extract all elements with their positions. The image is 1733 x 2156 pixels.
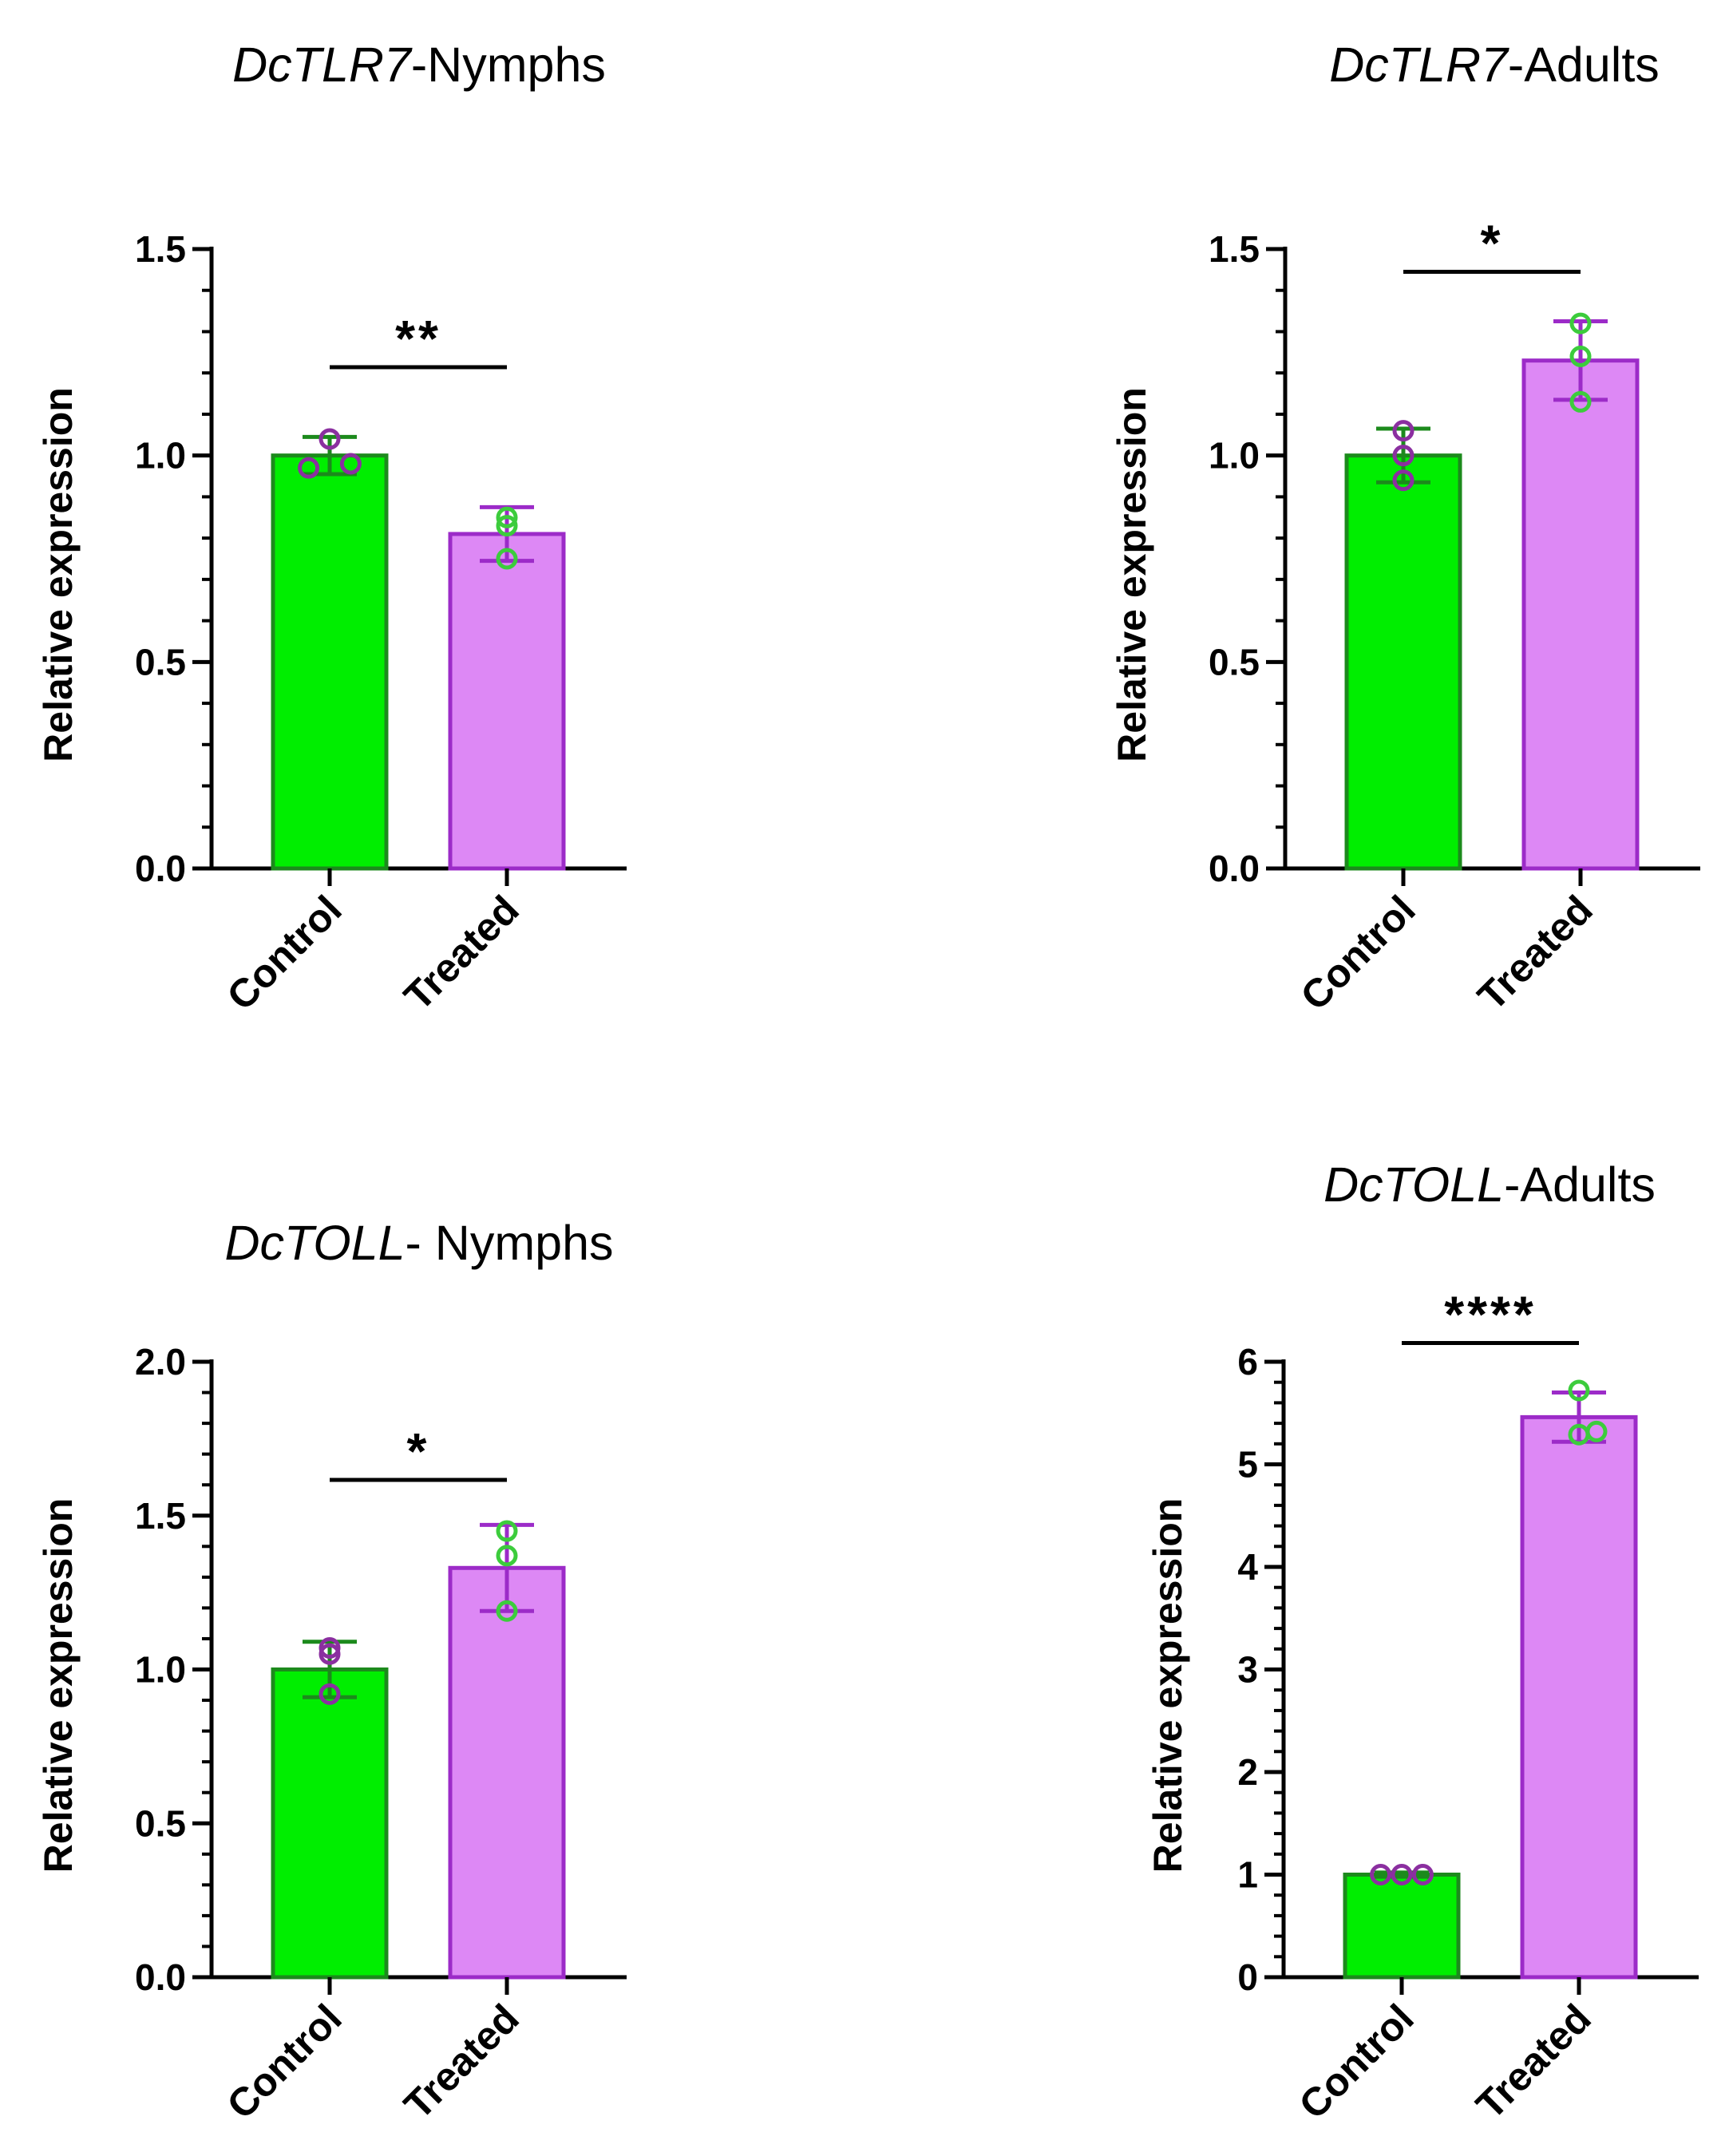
chart-title-suffix: -Nymphs	[411, 38, 606, 92]
significance-label: **	[395, 310, 441, 367]
data-point	[319, 428, 341, 450]
y-tick-label: 1.5	[135, 228, 186, 270]
chart-title-suffix: - Nymphs	[406, 1216, 614, 1270]
significance-label: *	[407, 1422, 430, 1480]
data-point	[1370, 1864, 1392, 1885]
y-tick-label: 6	[1237, 1341, 1258, 1383]
data-point	[496, 506, 518, 528]
data-point	[1585, 1420, 1608, 1442]
chart-panel-4: DcTOLL-Adults Relative expression 0 1 2 3 4 5 6 C…	[1145, 1157, 1699, 2128]
chart-title: DcTLR7-Nymphs	[232, 38, 606, 92]
bar-treated	[1521, 358, 1640, 871]
bar-control	[271, 1667, 389, 1980]
chart-title: DcTOLL- Nymphs	[225, 1216, 614, 1270]
bar-treated	[1520, 1414, 1638, 1980]
data-point	[496, 1600, 518, 1622]
x-tick-label: Treated	[395, 887, 527, 1019]
chart-title-gene: DcTOLL	[225, 1216, 406, 1270]
data-point	[496, 548, 518, 570]
bar-control	[1343, 1873, 1461, 1980]
chart-title-gene: DcTOLL	[1323, 1157, 1504, 1212]
y-tick-label: 0	[1237, 1956, 1258, 1998]
data-point	[1569, 346, 1592, 368]
y-tick-label: 0.0	[135, 1956, 186, 1998]
y-tick-label: 1.0	[1209, 435, 1260, 477]
y-tick-label: 1.5	[1209, 228, 1260, 270]
data-point	[339, 453, 362, 475]
x-tick-label: Treated	[395, 1996, 527, 2127]
chart-title-suffix: -Adults	[1508, 38, 1660, 92]
bar-control	[1344, 453, 1462, 871]
y-tick-label: 1.5	[135, 1495, 186, 1537]
x-tick-label: Treated	[1469, 887, 1600, 1019]
x-tick-label: Control	[219, 887, 350, 1019]
bar-control	[271, 453, 389, 871]
y-tick-label: 1	[1237, 1854, 1258, 1896]
data-point	[319, 1643, 341, 1665]
chart-panel-2: DcTLR7-Adults Relative expression 0.0 0.5 1.…	[1110, 38, 1700, 1019]
bar-treated	[448, 532, 566, 871]
data-point	[496, 515, 518, 537]
chart-title-suffix: -Adults	[1504, 1157, 1656, 1212]
significance-label: *	[1481, 215, 1504, 272]
data-point	[1411, 1864, 1434, 1885]
y-tick-label: 3	[1237, 1649, 1258, 1691]
y-tick-label: 0.0	[135, 848, 186, 889]
y-tick-label: 1.0	[135, 435, 186, 477]
chart-title-gene: DcTLR7	[232, 38, 413, 92]
y-axis-label: Relative expression	[36, 1498, 81, 1873]
data-point	[298, 457, 320, 479]
chart-panel-3: DcTOLL- Nymphs Relative expression 0.0 0.5 1…	[36, 1216, 627, 2128]
y-tick-label: 2	[1237, 1751, 1258, 1793]
data-point	[496, 1545, 518, 1567]
data-point	[1392, 420, 1414, 442]
data-point	[496, 1520, 518, 1542]
y-axis-label: Relative expression	[1110, 387, 1154, 762]
bar-treated	[448, 1565, 566, 1980]
x-tick-label: Treated	[1467, 1996, 1599, 2127]
data-point	[1391, 1864, 1413, 1885]
chart-panel-1: DcTLR7-Nymphs Relative expression 0.0 0.5 1.…	[36, 38, 627, 1019]
x-tick-label: Control	[219, 1996, 350, 2127]
chart-title-gene: DcTLR7	[1329, 38, 1509, 92]
y-tick-label: 5	[1237, 1444, 1258, 1485]
y-tick-label: 2.0	[135, 1341, 186, 1383]
data-point	[1392, 469, 1414, 492]
significance-label: ****	[1444, 1286, 1537, 1343]
data-point	[1392, 445, 1414, 467]
x-tick-label: Control	[1291, 1996, 1422, 2127]
data-point	[1569, 312, 1592, 334]
data-point	[1568, 1379, 1590, 1402]
data-point	[319, 1683, 341, 1705]
y-tick-label: 0.5	[135, 1802, 186, 1844]
chart-title: DcTLR7-Adults	[1329, 38, 1660, 92]
y-axis-label: Relative expression	[36, 387, 81, 762]
y-axis-label: Relative expression	[1145, 1498, 1190, 1873]
y-tick-label: 0.0	[1209, 848, 1260, 889]
data-point	[1569, 390, 1592, 413]
y-tick-label: 0.5	[1209, 641, 1260, 682]
y-tick-label: 1.0	[135, 1649, 186, 1691]
x-tick-label: Control	[1292, 887, 1424, 1019]
chart-title: DcTOLL-Adults	[1323, 1157, 1656, 1212]
y-tick-label: 4	[1237, 1546, 1258, 1588]
y-tick-label: 0.5	[135, 641, 186, 682]
